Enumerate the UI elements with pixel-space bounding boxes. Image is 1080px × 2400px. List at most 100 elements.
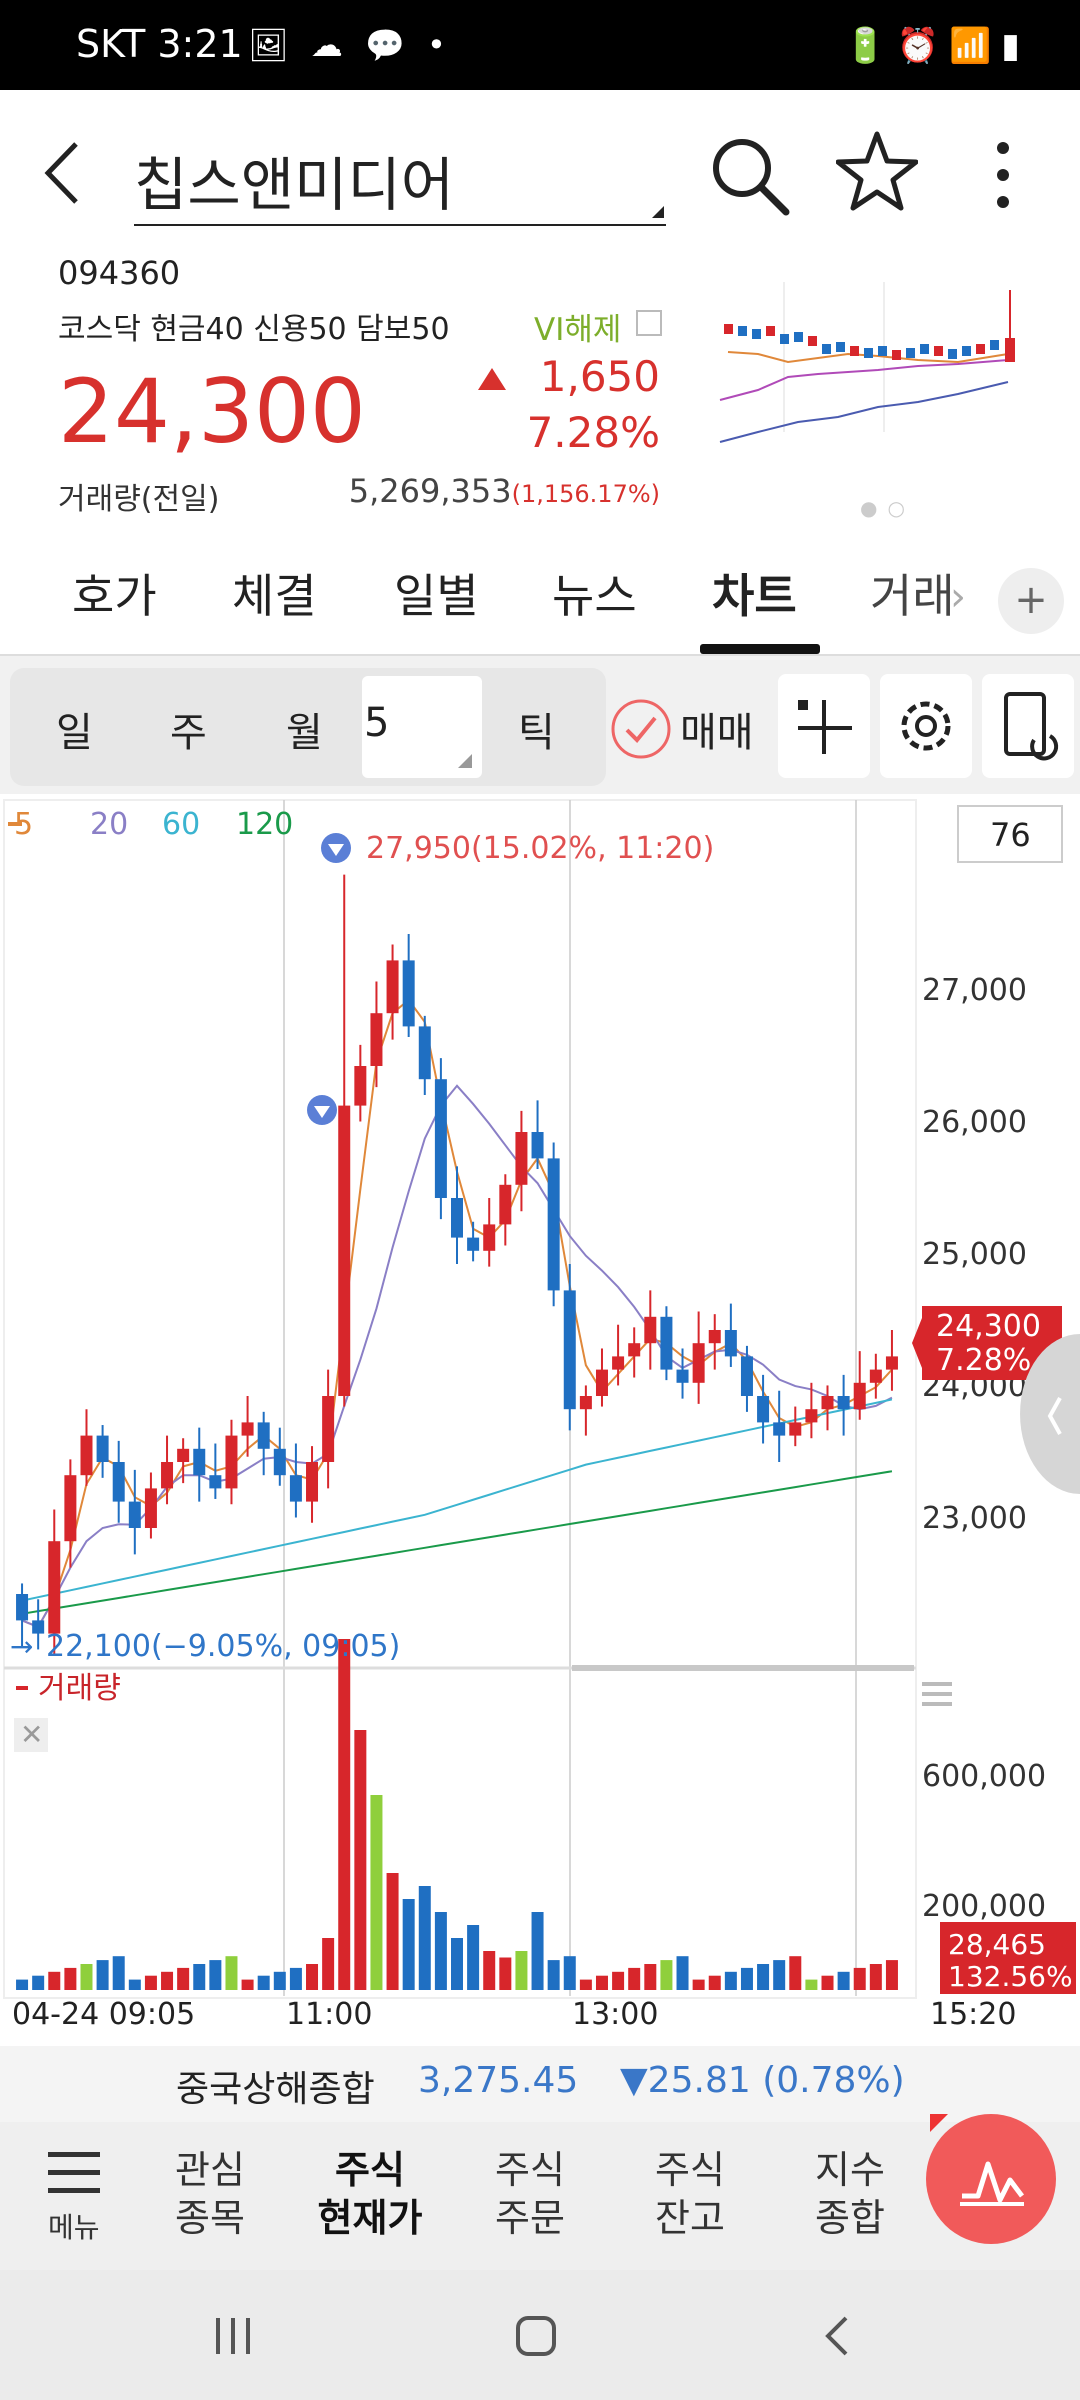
page-indicator: ●○ (860, 496, 915, 520)
volume-bar (740, 1967, 753, 1990)
volume-menu-icon[interactable] (922, 1682, 952, 1706)
close-icon: ✕ (20, 1718, 43, 1751)
stock-name-underline (134, 224, 666, 226)
candle-body (451, 1198, 463, 1238)
nav-balance[interactable]: 주식 잔고 (630, 2146, 750, 2242)
index-name: 중국상해종합 (176, 2069, 375, 2110)
status-bar: SKT 3:21 🖼 ☁ 💬 • 🔋⏰📶▮ (0, 0, 1080, 90)
crosshair-button[interactable] (778, 674, 870, 778)
nav-index[interactable]: 지수 종합 (790, 2146, 910, 2242)
candle-count-box[interactable] (957, 805, 1063, 863)
tab-bar: 호가 체결 일별 뉴스 차트 거래 (0, 550, 1080, 654)
ma120-legend: 120 (236, 807, 293, 842)
candle-body (805, 1409, 818, 1423)
trade-checkbox-icon[interactable] (610, 698, 672, 760)
volume-label: 거래량(전일) (58, 482, 220, 517)
menu-label[interactable]: 메뉴 (48, 2211, 100, 2244)
more-menu-icon[interactable] (988, 140, 1018, 210)
tab-scroll-chevron-icon[interactable]: › (950, 574, 966, 620)
favorite-star-icon[interactable] (836, 130, 918, 214)
candle-body (773, 1422, 786, 1436)
period-day-button[interactable]: 일 (56, 710, 93, 756)
tick-button[interactable]: 틱 (518, 710, 555, 756)
candle-body (579, 1396, 592, 1410)
tab-trade[interactable]: 거래 (870, 569, 955, 623)
trade-toggle-label[interactable]: 매매 (680, 710, 754, 756)
ma20-legend: 20 (90, 807, 128, 842)
vi-status[interactable]: VI해제 (534, 312, 622, 348)
index-change: ▼25.81 (0.78%) (620, 2060, 905, 2101)
tab-ilbyeol[interactable]: 일별 (394, 569, 479, 623)
mini-candle (892, 350, 901, 360)
volume-bar (757, 1964, 770, 1990)
vi-popup-icon[interactable] (636, 310, 662, 336)
candle-body (177, 1448, 190, 1462)
candle-body (209, 1475, 222, 1489)
mini-candle (976, 344, 985, 354)
high-annotation: 27,950(15.02%, 11:20) (366, 831, 714, 866)
volume-bar (48, 1971, 61, 1990)
chart-settings-button[interactable] (880, 674, 972, 778)
system-navigation-bar (0, 2270, 1080, 2400)
candle-body (644, 1316, 657, 1344)
mini-chart[interactable] (718, 282, 1024, 492)
tab-chart[interactable]: 차트 (712, 569, 797, 623)
recent-apps-icon[interactable] (214, 2314, 254, 2358)
candle-body (612, 1356, 625, 1370)
nav-label: 주문 (495, 2196, 565, 2240)
candle-body (80, 1435, 93, 1476)
volume-bar (354, 1730, 367, 1990)
nav-label: 주식 (655, 2148, 725, 2192)
close-indicator-button[interactable] (14, 1718, 48, 1752)
candle-body (16, 1594, 29, 1621)
price-tick: 27,000 (922, 973, 1027, 1008)
period-week-button[interactable]: 주 (170, 710, 207, 756)
add-tab-button[interactable]: + (998, 568, 1064, 634)
candle-body (418, 1026, 431, 1080)
tab-chegyeol[interactable]: 체결 (232, 569, 317, 623)
tab-news[interactable]: 뉴스 (552, 569, 637, 623)
mini-candle (990, 340, 999, 350)
dropdown-corner-icon (652, 206, 664, 218)
candlestick-chart[interactable]: 27,000 26,000 25,000 24,000 23,000 600,0… (0, 798, 1080, 2044)
period-month-button[interactable]: 월 (286, 710, 323, 756)
fab-corner-marker (930, 2114, 948, 2132)
candle-body (628, 1343, 641, 1357)
candle-body (595, 1369, 608, 1396)
chart-rotate-button[interactable] (982, 674, 1074, 778)
mini-candle (822, 344, 831, 354)
candle-body (338, 1105, 351, 1396)
volume-bar (402, 1899, 415, 1990)
minute-interval-select[interactable]: 5 (362, 676, 482, 778)
volume-bar (128, 1979, 141, 1990)
nav-order[interactable]: 주식 주문 (470, 2146, 590, 2242)
hamburger-menu-icon[interactable] (46, 2148, 102, 2198)
candle-body (322, 1396, 335, 1462)
candle-body (96, 1435, 109, 1462)
tab-hoga[interactable]: 호가 (72, 569, 157, 623)
nav-watchlist[interactable]: 관심 종목 (150, 2146, 270, 2242)
back-arrow-icon[interactable] (38, 138, 88, 208)
nav-current-price[interactable]: 주식 현재가 (310, 2146, 430, 2242)
mini-candle (794, 332, 803, 342)
candle-body (402, 960, 415, 1027)
candle-body (32, 1620, 45, 1634)
volume-bar (676, 1956, 689, 1990)
moving-average-line (21, 1398, 893, 1602)
nav-label: 잔고 (655, 2196, 725, 2240)
stock-name-selector[interactable]: 칩스앤미디어 (134, 151, 455, 219)
candle-body (708, 1330, 721, 1344)
volume-bar (563, 1956, 576, 1990)
volume-bar (483, 1951, 496, 1990)
volume-bar (32, 1975, 45, 1990)
chart-fab-button[interactable] (926, 2114, 1056, 2244)
volume-bar (628, 1967, 641, 1990)
back-nav-icon[interactable] (822, 2314, 852, 2358)
volume-bar (853, 1967, 866, 1990)
time-label: 04-24 09:05 (12, 1997, 195, 2032)
index-ticker-bar[interactable] (0, 2046, 1080, 2122)
search-icon[interactable] (708, 134, 792, 218)
volume-bar (80, 1964, 93, 1990)
home-icon[interactable] (514, 2314, 558, 2358)
volume-value: 5,269,353(1,156.17%) (349, 472, 660, 510)
